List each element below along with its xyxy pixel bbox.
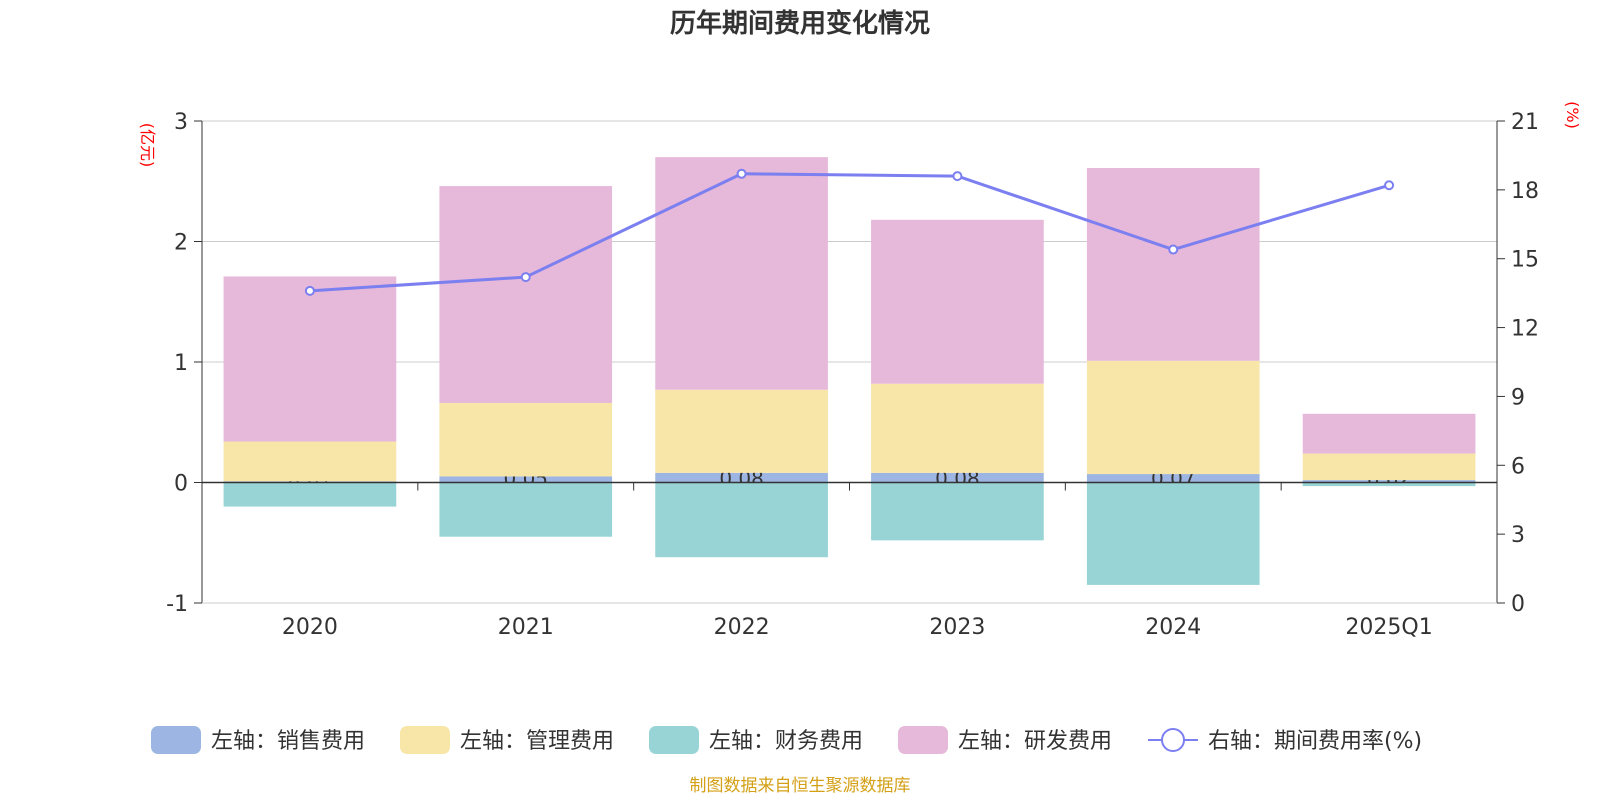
rate-point bbox=[1168, 244, 1179, 255]
left-tick-label: 2 bbox=[174, 231, 188, 256]
rate-point bbox=[1384, 180, 1395, 191]
bar-segment bbox=[1086, 482, 1260, 585]
category-label: 2023 bbox=[929, 615, 985, 640]
rate-point bbox=[736, 168, 747, 179]
right-tick-label: 0 bbox=[1511, 592, 1525, 617]
rate-point bbox=[952, 171, 963, 182]
left-axis-unit: (亿元) bbox=[138, 123, 157, 168]
right-tick-label: 3 bbox=[1511, 523, 1525, 548]
left-tick-label: 1 bbox=[174, 351, 188, 376]
bar-segment bbox=[1302, 480, 1476, 483]
right-tick-label: 6 bbox=[1511, 454, 1525, 479]
right-tick-label: 15 bbox=[1511, 248, 1539, 273]
bar-segment bbox=[655, 389, 828, 473]
bar-segment bbox=[655, 157, 828, 390]
bar-segment bbox=[1086, 167, 1260, 361]
legend-label: 左轴：管理费用 bbox=[460, 729, 614, 754]
bar-segment bbox=[439, 482, 613, 537]
right-axis-unit: (%) bbox=[1563, 101, 1582, 129]
bar-segment bbox=[871, 482, 1044, 541]
category-label: 2025Q1 bbox=[1345, 615, 1432, 640]
source-note: 制图数据来自恒生聚源数据库 bbox=[690, 776, 911, 796]
right-tick-label: 21 bbox=[1511, 110, 1539, 135]
rate-point bbox=[520, 272, 531, 283]
bar-segment bbox=[1302, 413, 1476, 454]
category-label: 2020 bbox=[282, 615, 338, 640]
bar-segment bbox=[223, 482, 397, 507]
line-layer bbox=[304, 168, 1395, 296]
bar-segment bbox=[1302, 482, 1476, 487]
bar-segment bbox=[871, 219, 1044, 384]
left-tick-label: -1 bbox=[166, 592, 188, 617]
bar-segment bbox=[655, 482, 828, 558]
legend-swatch bbox=[649, 726, 699, 754]
bar-segment bbox=[439, 476, 613, 483]
bar-segment bbox=[223, 276, 397, 442]
legend-swatch bbox=[151, 726, 201, 754]
category-label: 2024 bbox=[1145, 615, 1201, 640]
bar-segment bbox=[655, 472, 828, 483]
legend-swatch bbox=[400, 726, 450, 754]
legend-label: 左轴：财务费用 bbox=[709, 729, 863, 754]
rate-point bbox=[304, 285, 315, 296]
left-tick-label: 0 bbox=[174, 472, 188, 497]
right-tick-label: 12 bbox=[1511, 317, 1539, 342]
category-label: 2022 bbox=[714, 615, 770, 640]
legend-swatch bbox=[898, 726, 948, 754]
legend-label: 左轴：研发费用 bbox=[958, 729, 1112, 754]
bar-segment bbox=[1086, 360, 1260, 475]
bar-segment bbox=[1302, 453, 1476, 481]
bar-segment bbox=[871, 383, 1044, 473]
legend-label: 左轴：销售费用 bbox=[211, 729, 365, 754]
chart-title: 历年期间费用变化情况 bbox=[670, 8, 930, 39]
left-tick-label: 3 bbox=[174, 110, 188, 135]
right-tick-label: 9 bbox=[1511, 385, 1525, 410]
category-label: 2021 bbox=[498, 615, 554, 640]
bar-segment bbox=[871, 472, 1044, 483]
right-tick-label: 18 bbox=[1511, 179, 1539, 204]
bar-segment bbox=[439, 402, 613, 477]
rate-line bbox=[309, 172, 1390, 293]
legend-label: 右轴：期间费用率(%) bbox=[1208, 729, 1422, 754]
bar-segment bbox=[223, 441, 397, 482]
legend: 左轴：销售费用 左轴：管理费用 左轴：财务费用 左轴：研发费用 右轴：期间费用率(%) bbox=[151, 726, 1422, 754]
bar-segment bbox=[1086, 474, 1260, 483]
legend-circle-marker bbox=[1161, 728, 1185, 752]
bar-segment bbox=[439, 186, 613, 403]
bars-layer: 0.010.050.080.080.070.02 bbox=[223, 157, 1476, 585]
